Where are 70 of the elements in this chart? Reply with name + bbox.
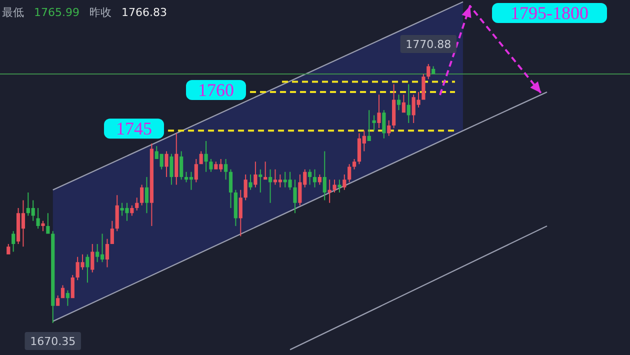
candlestick [312,169,317,188]
candlestick [234,190,238,226]
candlestick [199,151,203,164]
candlestick [135,198,139,211]
candlestick [164,151,168,178]
candlestick [12,231,16,252]
ref-line-label: 1745 [116,118,152,139]
candlestick [144,177,149,214]
candlestick [338,180,342,193]
candlestick [224,159,228,180]
candlestick [377,94,381,128]
candlestick [244,174,248,200]
text: 1766.83 [122,6,167,19]
candlestick [308,169,312,185]
text: 最低 [2,6,24,19]
candlestick [406,84,410,123]
text: 1765.99 [34,6,80,19]
candlestick [432,66,436,74]
candlestick [204,140,208,172]
candlestick [422,74,426,100]
candlestick [264,162,268,180]
candlestick [318,174,322,185]
candlestick [258,169,262,193]
candlestick [86,254,90,283]
candlestick [238,190,242,236]
annotation: 1670.35 [30,335,76,348]
candlestick [372,115,376,131]
candlestick [396,94,401,110]
candlestick [322,151,326,200]
candlestick [254,162,258,188]
candlestick [130,205,134,216]
candlestick [392,84,396,128]
candlestick [66,290,70,306]
candlestick [367,110,371,141]
candlestick [328,180,332,203]
text: 昨收 [90,6,112,19]
candlestick [46,213,50,234]
candlestick [209,159,213,172]
candlestick [387,120,391,136]
candlestick [170,154,174,185]
candlestick [248,174,252,190]
candlestick [174,133,178,185]
candlestick [293,180,297,214]
candlestick [56,296,60,306]
candlestick [140,184,144,206]
ref-line-label: 1760 [198,80,234,100]
candlestick [105,238,110,268]
candlestick [348,164,352,182]
candlestick [110,220,114,244]
text: 1795-1800 [510,3,588,23]
candlestick [194,159,198,182]
candlestick [332,180,336,193]
candlestick [51,231,55,323]
annotation: 1770.88 [406,38,452,51]
candlestick [6,244,10,254]
candlestick [402,94,406,113]
candlestick [180,151,184,180]
candlestick [426,64,430,80]
candlestick [41,220,45,232]
candlestick [60,285,65,298]
candlestick [90,244,94,272]
candlestick [70,274,74,298]
candlestick [382,110,386,138]
candlestick [150,144,154,226]
candlestick [115,195,119,232]
candlestick [352,159,356,170]
candlestick [268,169,272,203]
candlestick [36,208,40,229]
candlestick [342,174,346,190]
candlestick [228,169,233,208]
